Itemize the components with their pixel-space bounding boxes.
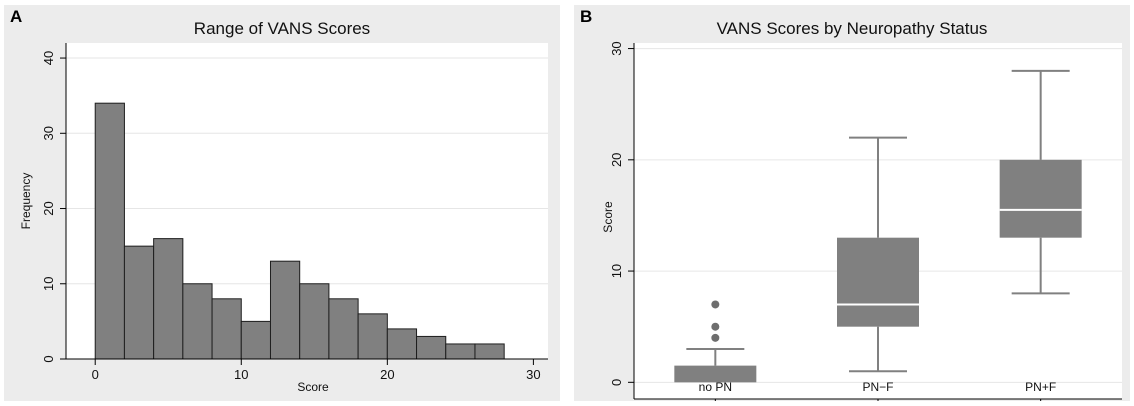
histogram-bar bbox=[154, 239, 183, 359]
y-tick-label: 40 bbox=[41, 51, 56, 65]
outlier-point bbox=[711, 334, 719, 342]
histogram-bar bbox=[270, 261, 299, 359]
y-tick-label: 20 bbox=[609, 153, 624, 167]
histogram-bar bbox=[212, 299, 241, 359]
category-label: PN+F bbox=[1025, 380, 1056, 394]
x-tick-label: 20 bbox=[380, 367, 394, 382]
histogram-bar bbox=[387, 329, 416, 359]
histogram-bar bbox=[358, 314, 387, 359]
histogram-bar bbox=[446, 344, 475, 359]
category-label: PN−F bbox=[862, 380, 893, 394]
histogram-bar bbox=[241, 321, 270, 359]
histogram-bar bbox=[95, 103, 124, 359]
box bbox=[1000, 160, 1082, 238]
x-tick-label: 0 bbox=[92, 367, 99, 382]
histogram-bar bbox=[183, 284, 212, 359]
y-tick-label: 0 bbox=[609, 379, 624, 386]
panel-a: A Range of VANS Scores 0 10 20 30 40 0 10 20 30 S… bbox=[4, 5, 560, 401]
y-tick-label: 20 bbox=[41, 201, 56, 215]
category-label: no PN bbox=[699, 380, 732, 394]
y-axis-label: Frequency bbox=[19, 173, 33, 230]
histogram-bar bbox=[124, 246, 153, 359]
x-tick-label: 10 bbox=[234, 367, 248, 382]
histogram-bar bbox=[329, 299, 358, 359]
x-tick-label: 30 bbox=[526, 367, 540, 382]
outlier-point bbox=[711, 300, 719, 308]
histogram-bar bbox=[300, 284, 329, 359]
histogram-bar bbox=[475, 344, 504, 359]
y-axis-label: Score bbox=[601, 201, 615, 233]
panel-b: B VANS Scores by Neuropathy Status 0 10 20… bbox=[574, 5, 1130, 401]
boxplot-chart: 0 10 20 30 no PN PN−F PN+F Score bbox=[574, 5, 1130, 401]
histogram-chart: 0 10 20 30 40 0 10 20 30 Score Frequency bbox=[4, 5, 560, 401]
y-tick-label: 30 bbox=[41, 126, 56, 140]
y-tick-label: 30 bbox=[609, 41, 624, 55]
box bbox=[837, 238, 919, 327]
histogram-bar bbox=[417, 336, 446, 359]
outlier-point bbox=[711, 323, 719, 331]
y-tick-label: 10 bbox=[41, 277, 56, 291]
x-axis-label: Score bbox=[297, 380, 329, 394]
y-tick-label: 10 bbox=[609, 264, 624, 278]
y-tick-label: 0 bbox=[41, 355, 56, 362]
